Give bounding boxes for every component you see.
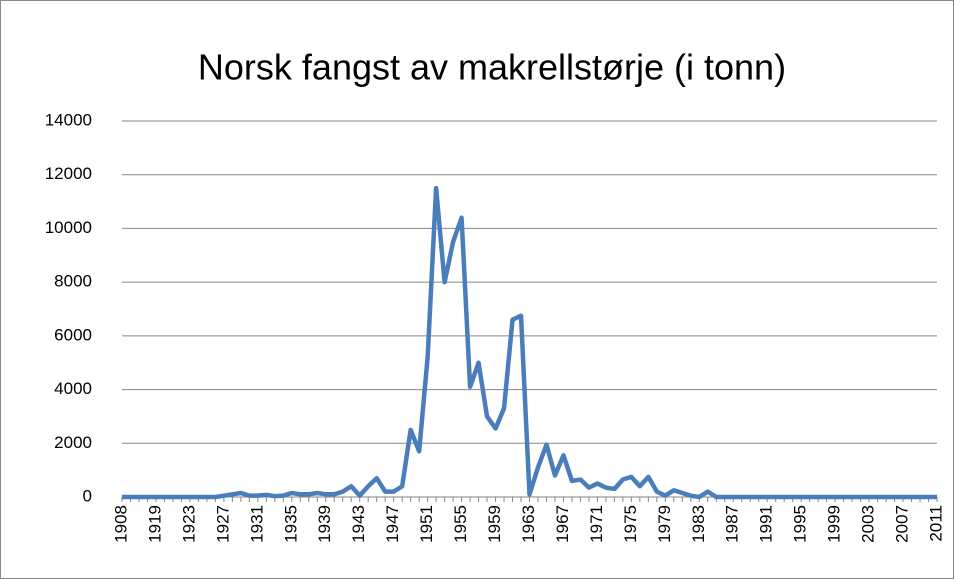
y-tick-label: 12000 (45, 164, 92, 183)
x-tick-label: 1927 (213, 505, 232, 543)
x-tick-label: 2011 (926, 505, 945, 542)
x-tick-label: 1975 (621, 505, 640, 543)
y-tick-label: 4000 (54, 379, 92, 398)
x-tick-label: 1999 (825, 505, 844, 543)
y-tick-label: 6000 (54, 325, 92, 344)
x-tick-label: 1951 (417, 505, 436, 543)
x-tick-label: 1991 (757, 505, 776, 543)
x-tick-label: 1983 (689, 505, 708, 543)
x-tick-label: 1943 (349, 505, 368, 543)
x-tick-label: 1923 (179, 505, 198, 543)
x-tick-label: 1979 (655, 505, 674, 543)
x-tick-label: 2007 (893, 505, 912, 543)
x-tick-label: 1987 (723, 505, 742, 543)
x-tick-label: 1995 (791, 505, 810, 543)
y-tick-label: 0 (83, 486, 92, 505)
x-tick-label: 1931 (247, 505, 266, 543)
y-tick-label: 2000 (54, 433, 92, 452)
x-tick-label: 1963 (519, 505, 538, 543)
x-tick-label: 1939 (315, 505, 334, 543)
x-tick-label: 1971 (587, 505, 606, 543)
y-tick-label: 10000 (45, 218, 92, 237)
x-tick-label: 1959 (485, 505, 504, 543)
x-tick-label: 1947 (383, 505, 402, 543)
chart-title: Norsk fangst av makrellstørje (i tonn) (198, 47, 786, 88)
data-line (122, 185, 937, 500)
x-tick-label: 2003 (859, 505, 878, 543)
x-tick-label: 1908 (111, 505, 130, 543)
x-tick-label: 1955 (451, 505, 470, 543)
y-tick-label: 14000 (45, 110, 92, 129)
x-tick-label: 1967 (553, 505, 572, 543)
y-tick-label: 8000 (54, 272, 92, 291)
x-tick-label: 1919 (145, 505, 164, 543)
x-tick-label: 1935 (281, 505, 300, 543)
